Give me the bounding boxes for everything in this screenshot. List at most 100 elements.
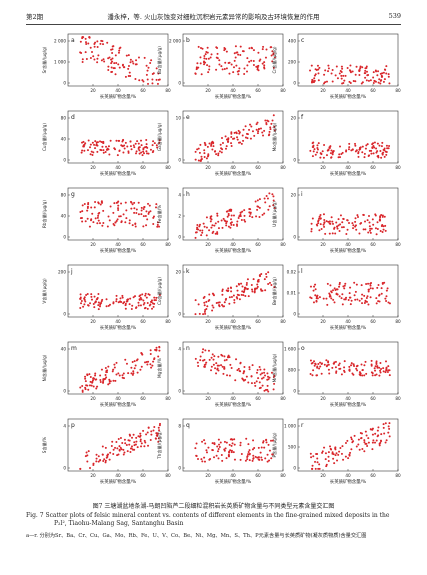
scatter-point [371,287,374,290]
scatter-point [227,137,230,140]
scatter-point [262,376,265,379]
scatter-point [233,52,236,55]
scatter-point [95,457,98,460]
scatter-point [200,155,203,158]
scatter-point [386,370,389,373]
scatter-point [95,378,98,381]
scatter-point [239,362,242,365]
scatter-point [85,384,88,387]
scatter-point [204,53,207,56]
scatter-point [145,64,148,67]
scatter-point [273,374,276,377]
scatter-point [373,367,376,370]
scatter-point [238,298,241,301]
scatter-point [94,147,97,150]
x-tick-label: 60 [255,165,261,170]
scatter-point [79,210,82,213]
scatter-point [205,226,208,229]
scatter-point [343,366,346,369]
scatter-point [243,218,246,221]
scatter-point [377,283,380,286]
x-tick-label: 20 [205,165,211,170]
scatter-point [346,219,349,222]
scatter-point [266,460,269,463]
y-tick-label: 500 [288,445,296,450]
scatter-point [102,380,105,383]
scatter-point [210,226,213,229]
scatter-point [314,460,317,463]
scatter-point [89,46,92,49]
scatter-point [147,202,150,205]
scatter-point [100,59,103,62]
scatter-point [258,206,261,209]
scatter-point [325,365,328,368]
scatter-point [91,50,94,53]
scatter-point [335,370,338,373]
scatter-point [230,132,233,135]
scatter-point [225,358,228,361]
scatter-point [238,132,241,135]
scatter-point [351,148,354,151]
scatter-point [354,73,357,76]
scatter-point [218,445,221,448]
scatter-point [195,68,198,71]
scatter-point [256,283,259,286]
scatter-point [81,149,84,152]
scatter-point [147,426,150,429]
scatter-point [235,64,238,67]
scatter-point [270,122,273,125]
scatter-point [229,449,232,452]
scatter-point [369,296,372,299]
y-axis-label: V含量/(μg/g) [41,278,48,304]
scatter-point [257,130,260,133]
scatter-point [319,223,322,226]
scatter-point [79,307,82,310]
scatter-point [355,367,358,370]
scatter-point [263,64,266,67]
scatter-point [97,304,100,307]
scatter-point [385,72,388,75]
scatter-point [209,220,212,223]
scatter-point [269,46,272,49]
scatter-point [236,224,239,227]
scatter-point [125,209,128,212]
scatter-point [144,292,147,295]
scatter-point [323,219,326,222]
scatter-point [225,50,228,53]
scatter-point [349,64,352,67]
scatter-point [200,73,203,76]
scatter-point [129,450,132,453]
scatter-point [338,285,341,288]
scatter-point [248,368,251,371]
scatter-point [217,227,220,230]
scatter-point [244,286,247,289]
scatter-point [230,366,233,369]
scatter-point [355,445,358,448]
scatter-point [256,456,259,459]
scatter-point [251,216,254,219]
scatter-point [98,222,101,225]
scatter-point [219,143,222,146]
scatter-point [133,441,136,444]
x-tick-label: 60 [370,165,376,170]
scatter-point [361,448,364,451]
scatter-point [153,299,156,302]
scatter-point [203,301,206,304]
scatter-point [344,282,347,285]
scatter-point [347,148,350,151]
scatter-point [93,206,96,209]
scatter-point [341,293,344,296]
scatter-point [313,148,316,151]
scatter-point [381,281,384,284]
scatter-point [87,304,90,307]
y-tick-label: 40 [61,137,67,142]
scatter-point [246,133,249,136]
scatter-point [345,149,348,152]
scatter-point [112,448,115,451]
scatter-point [338,153,341,156]
scatter-point [252,59,255,62]
scatter-point [96,57,99,60]
